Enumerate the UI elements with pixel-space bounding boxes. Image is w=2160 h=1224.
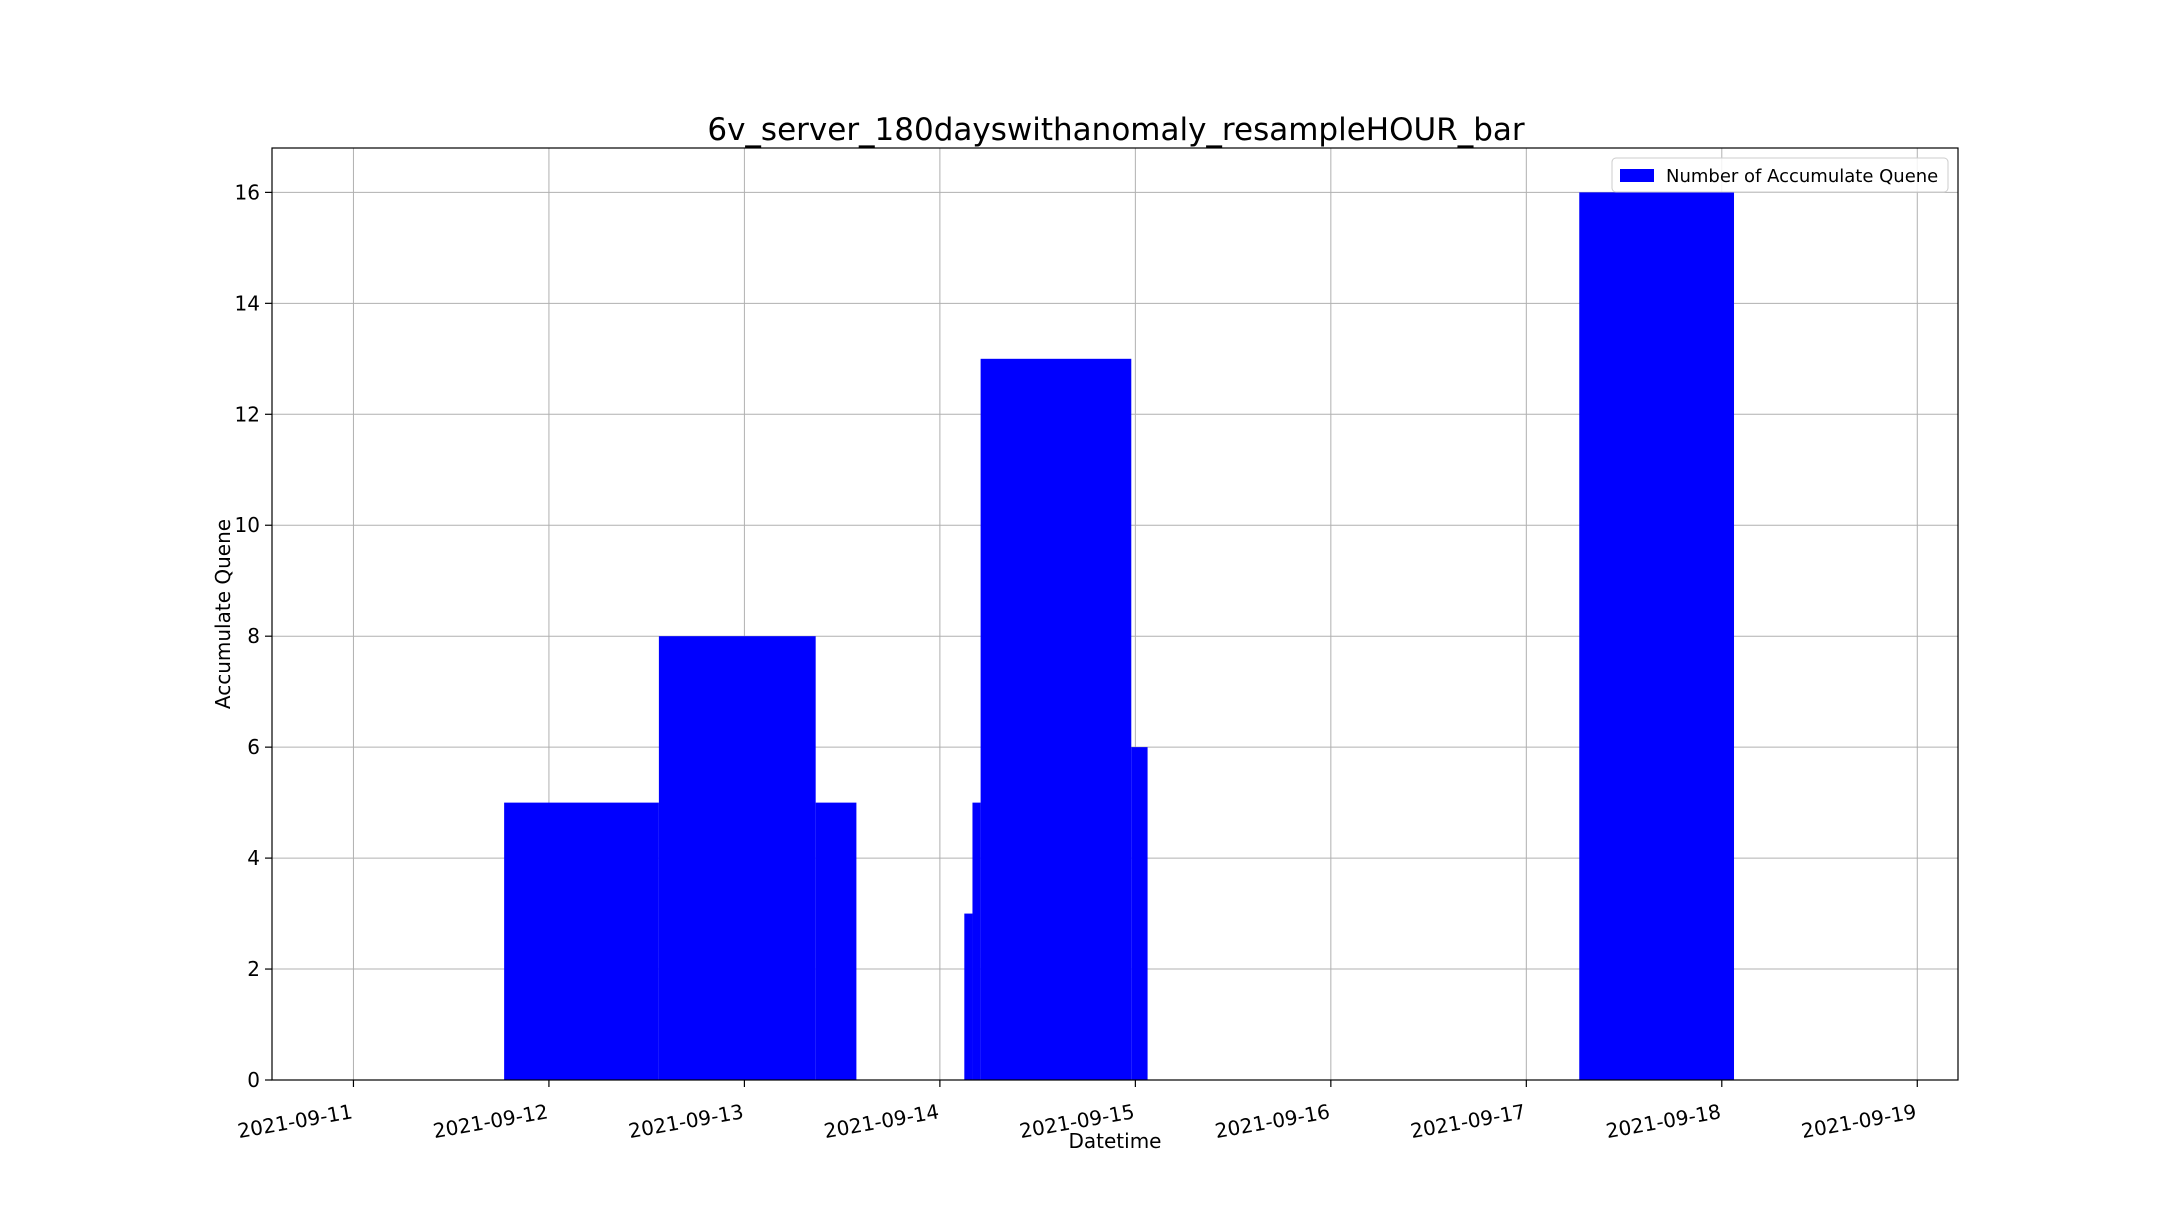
bar <box>1579 192 1735 1080</box>
bar <box>658 636 816 1080</box>
y-tick-label: 6 <box>247 735 260 759</box>
plot-frame <box>271 147 1959 1081</box>
y-axis-ticks: 0 2 4 6 8 10 12 14 16 <box>235 180 272 1092</box>
x-tick-label: 2021-09-13 <box>627 1099 746 1143</box>
x-tick-label: 2021-09-17 <box>1409 1099 1528 1143</box>
legend-label: Number of Accumulate Quene <box>1666 166 1938 187</box>
y-tick-label: 12 <box>235 402 260 426</box>
y-tick-label: 10 <box>235 513 260 537</box>
legend-swatch <box>1620 169 1654 182</box>
bar <box>972 802 981 1080</box>
legend-box <box>1611 157 1949 193</box>
y-tick-label: 16 <box>235 180 260 204</box>
x-tick-label: 2021-09-12 <box>431 1099 550 1143</box>
x-tick-label: 2021-09-18 <box>1604 1099 1723 1143</box>
bar <box>815 802 857 1080</box>
bar <box>1131 747 1148 1080</box>
y-axis-label: Accumulate Quene <box>211 519 235 709</box>
y-tick-label: 14 <box>235 291 260 315</box>
x-tick-label: 2021-09-14 <box>822 1099 941 1143</box>
x-axis-label: Datetime <box>1069 1129 1162 1153</box>
y-tick-label: 4 <box>247 846 260 870</box>
bar <box>504 802 659 1080</box>
y-tick-label: 0 <box>247 1068 260 1092</box>
chart-title: 6v_server_180dayswithanomaly_resampleHOU… <box>707 112 1525 148</box>
legend: Number of Accumulate Quene <box>1611 157 1949 193</box>
bars <box>504 192 1735 1080</box>
y-tick-label: 2 <box>247 957 260 981</box>
x-tick-label: 2021-09-16 <box>1213 1099 1332 1143</box>
x-tick-label: 2021-09-11 <box>236 1099 355 1143</box>
bar <box>964 913 973 1080</box>
y-tick-label: 8 <box>247 624 260 648</box>
bar <box>980 358 1132 1080</box>
x-tick-label: 2021-09-19 <box>1800 1099 1919 1143</box>
